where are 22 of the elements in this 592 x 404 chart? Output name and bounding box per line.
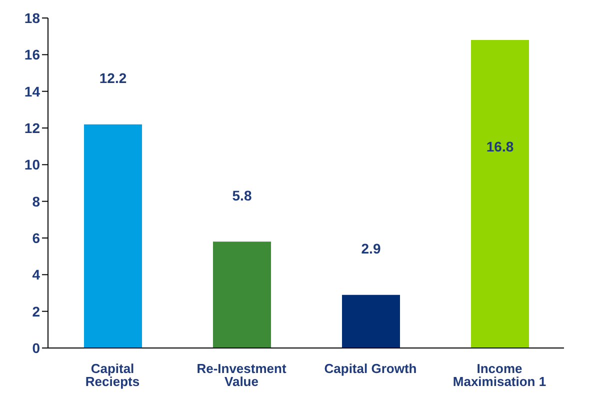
data-label: 2.9 [361, 240, 381, 257]
y-tick-label: 10 [24, 156, 40, 173]
data-label: 16.8 [486, 138, 514, 155]
bar [471, 40, 529, 348]
x-tick-label: Capital Growth [324, 361, 417, 376]
y-tick-label: 14 [24, 83, 40, 100]
bar [84, 124, 142, 348]
y-tick-label: 4 [32, 266, 40, 283]
bar [213, 242, 271, 348]
y-tick-label: 12 [24, 120, 40, 136]
x-tick-label: Income Maximisation 1 [452, 361, 546, 390]
x-tick-label: Re-Investment Value [196, 361, 287, 390]
x-tick-label: Capital Reciepts [85, 361, 140, 390]
y-tick-label: 6 [32, 230, 40, 246]
y-tick-label: 18 [24, 10, 40, 26]
y-tick-label: 0 [32, 340, 40, 356]
bar [342, 294, 400, 348]
data-label: 12.2 [99, 70, 127, 86]
y-tick-label: 8 [32, 193, 40, 210]
y-tick-label: 2 [32, 303, 40, 320]
y-tick-label: 16 [24, 46, 40, 63]
data-label: 5.8 [232, 187, 252, 204]
